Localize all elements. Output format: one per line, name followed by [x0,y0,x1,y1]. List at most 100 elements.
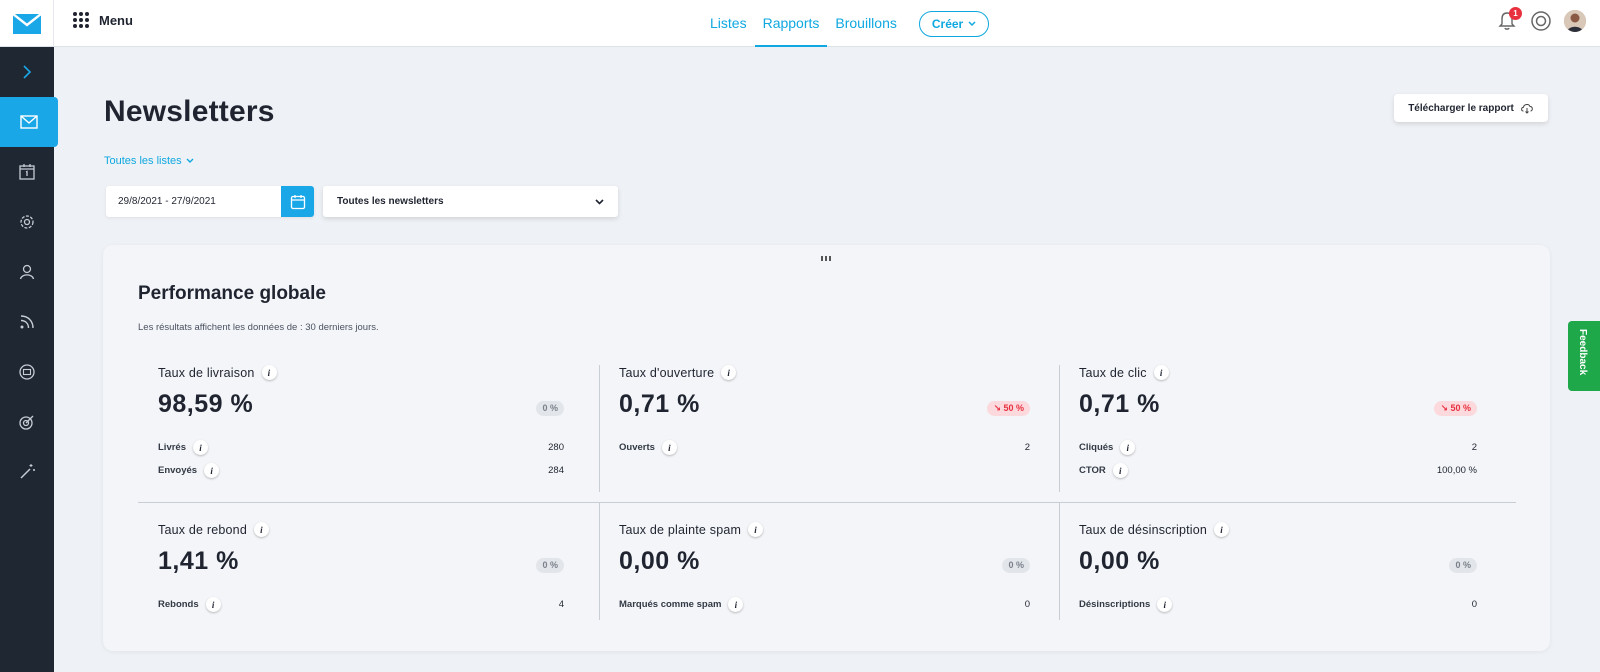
metric-delivery-rate: Taux de livraison i 98,59 % 0 % Livrés i 2… [158,365,564,495]
drag-handle[interactable] [821,256,831,261]
download-report-label: Télécharger le rapport [1408,102,1514,114]
sidebar-item-automation[interactable] [0,447,54,497]
metric-label: Taux de clic [1079,365,1147,380]
sidebar-item-email[interactable] [0,97,58,147]
info-icon[interactable]: i [1112,463,1128,478]
sidebar-expand[interactable] [0,47,54,97]
feedback-label: Feedback [1577,329,1588,376]
metric-spam-complaint-rate: Taux de plainte spam i 0,00 % 0 % Marqués… [619,522,1030,652]
user-icon [19,264,35,280]
date-picker-button[interactable] [281,186,314,217]
magic-wand-icon [20,464,35,479]
change-badge: 0 % [536,401,564,416]
metric-unsubscribe-rate: Taux de désinscription i 0,00 % 0 % Désin… [1079,522,1477,652]
row-label: Cliqués [1079,442,1114,453]
row-value: 0 [1024,599,1030,610]
row-label: CTOR [1079,465,1106,476]
info-icon[interactable]: i [1120,440,1136,455]
lists-filter-dropdown[interactable]: Toutes les listes [104,155,194,167]
metric-label: Taux de plainte spam [619,522,742,537]
metric-label: Taux de rebond [158,522,247,537]
tab-rapports[interactable]: Rapports [754,0,828,47]
sidebar-item-targeting[interactable] [0,397,54,447]
chevron-right-icon [23,65,32,79]
sidebar-item-contacts[interactable] [0,247,54,297]
tab-listes[interactable]: Listes [710,15,747,31]
metric-row: Ouverts i 2 [619,440,1030,456]
metric-label: Taux de livraison [158,365,255,380]
row-label: Désinscriptions [1079,599,1151,610]
feedback-tab[interactable]: Feedback [1568,321,1600,391]
metric-click-rate: Taux de clic i 0,71 % ↘ 50 % Cliqués i 2 C… [1079,365,1477,495]
change-badge: 0 % [1449,558,1477,573]
menu-label: Menu [99,12,133,28]
trend-down-icon: ↘ [1440,403,1451,413]
info-icon[interactable]: i [193,440,208,455]
metric-row: Désinscriptions i 0 [1079,597,1477,613]
info-icon[interactable]: i [748,522,764,537]
metric-row: Cliqués i 2 [1079,440,1477,456]
divider-vertical [1059,502,1060,620]
row-label: Marqués comme spam [619,599,722,610]
row-value: 0 [1471,599,1477,610]
newsletter-select[interactable]: Toutes les newsletters [323,186,618,217]
change-badge: 0 % [1002,558,1030,573]
info-icon[interactable]: i [1214,522,1230,537]
info-icon[interactable]: i [204,463,220,478]
sidebar-item-rss[interactable] [0,297,54,347]
cloud-download-icon [1520,104,1533,114]
user-photo-icon [1564,10,1586,32]
card-subtitle: Les résultats affichent les données de :… [138,322,379,333]
info-icon[interactable]: i [661,440,677,455]
info-icon[interactable]: i [1157,597,1173,612]
rss-icon [20,315,34,329]
metrics-grid: Taux de livraison i 98,59 % 0 % Livrés i 2… [138,365,1516,620]
notification-badge: 1 [1509,7,1522,20]
menu-button[interactable]: Menu [73,12,133,28]
sidebar-item-calendar[interactable] [0,147,54,197]
row-value: 100,00 % [1436,465,1477,476]
envelope-icon [20,115,38,129]
tab-brouillons[interactable]: Brouillons [835,15,897,31]
metric-row: CTOR i 100,00 % [1079,463,1477,479]
change-badge: 0 % [536,558,564,573]
performance-card: Performance globale Les résultats affich… [103,245,1550,651]
info-icon[interactable]: i [205,597,221,612]
row-label: Livrés [158,442,186,453]
sidebar-item-settings[interactable] [0,197,54,247]
info-icon[interactable]: i [1153,365,1169,380]
row-value: 2 [1024,442,1030,453]
date-range-picker [106,186,314,217]
metric-row: Envoyés i 284 [158,463,564,479]
metric-value: 0,00 % [1079,547,1160,575]
avatar[interactable] [1564,10,1586,32]
create-button[interactable]: Créer [918,10,990,37]
info-icon[interactable]: i [721,365,737,380]
sidebar-item-email-marketing[interactable] [0,347,54,397]
info-icon[interactable]: i [261,365,277,380]
divider-horizontal [138,502,1516,503]
row-label: Ouverts [619,442,655,453]
chevron-down-icon [186,158,194,163]
metric-value: 98,59 % [158,390,254,418]
gear-icon [20,215,34,229]
card-title: Performance globale [138,283,326,304]
calendar-icon [19,164,35,180]
metric-row: Marqués comme spam i 0 [619,597,1030,613]
info-icon[interactable]: i [253,522,269,537]
metric-label: Taux d'ouverture [619,365,715,380]
date-range-input[interactable] [106,186,282,217]
lists-filter-label: Toutes les listes [104,155,182,167]
help-lifebuoy-icon[interactable] [1530,10,1552,32]
logo[interactable] [0,0,54,47]
info-icon[interactable]: i [728,597,744,612]
target-icon [19,415,34,430]
row-label: Rebonds [158,599,199,610]
main-nav: Listes Rapports Brouillons Créer [702,0,990,47]
download-report-button[interactable]: Télécharger le rapport [1394,94,1548,122]
trend-down-icon: ↘ [993,403,1004,413]
metric-value: 0,71 % [1079,390,1160,418]
change-badge: ↘ 50 % [1434,401,1477,416]
notifications-button[interactable]: 1 [1496,7,1522,32]
top-right-tools: 1 [1496,7,1586,32]
